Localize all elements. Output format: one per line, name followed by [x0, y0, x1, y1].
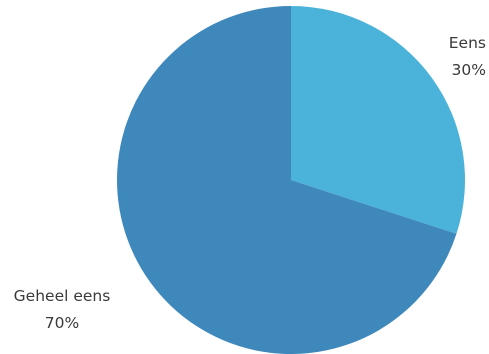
slice-value-label: 30%: [452, 61, 486, 79]
slice-value-label: 70%: [45, 314, 79, 332]
slice-category-label: Eens: [449, 34, 486, 52]
pie-slice-geheel-eens: [116, 6, 457, 354]
pie-slice-eens: [291, 6, 465, 234]
pie-slices: [116, 6, 465, 354]
slice-category-label: Geheel eens: [14, 287, 111, 305]
pie-labels: Eens 30% Geheel eens 70%: [14, 34, 486, 332]
